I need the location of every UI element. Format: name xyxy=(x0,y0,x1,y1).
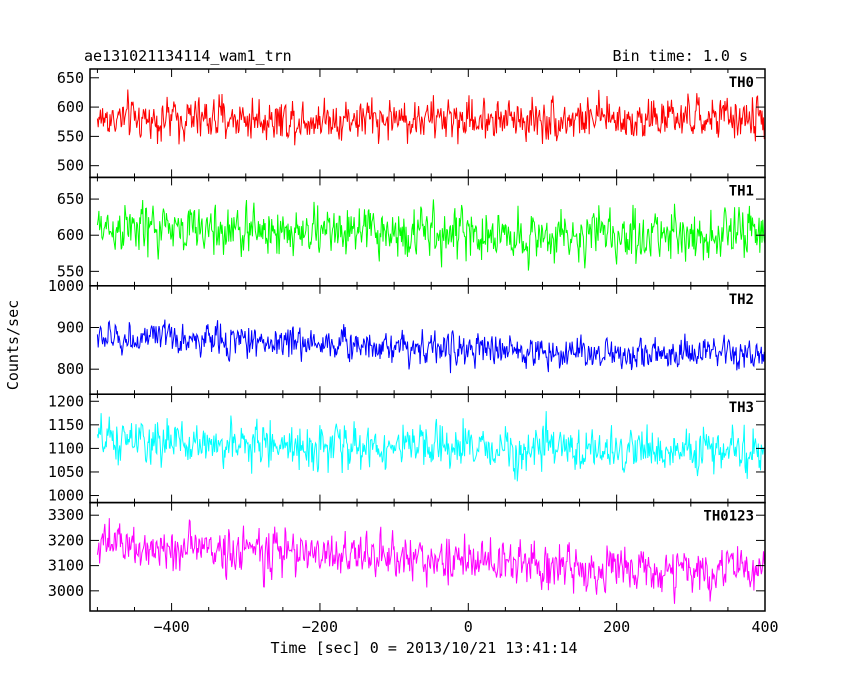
y-tick-label: 3200 xyxy=(48,531,84,549)
y-tick-label: 550 xyxy=(57,262,84,280)
y-tick-label: 1000 xyxy=(48,487,84,505)
x-tick-label: 400 xyxy=(751,618,778,636)
series-th0 xyxy=(96,89,765,146)
x-axis-label: Time [sec] 0 = 2013/10/21 13:41:14 xyxy=(270,639,577,657)
series-th2 xyxy=(96,319,765,374)
y-tick-label: 900 xyxy=(57,318,84,336)
panel-th0: 500 550 600 650 TH0 xyxy=(57,68,766,179)
y-tick-label: 1150 xyxy=(48,416,84,434)
bin-time-label: Bin time: 1.0 s xyxy=(613,47,748,65)
y-tick-label: 600 xyxy=(57,98,84,116)
series-th1 xyxy=(96,199,765,271)
x-tick-label: −200 xyxy=(302,618,338,636)
panel-th2: 800 900 1000 TH2 xyxy=(48,277,766,395)
y-tick-label: 1050 xyxy=(48,463,84,481)
y-tick-label: 500 xyxy=(57,157,84,175)
y-tick-label: 3100 xyxy=(48,557,84,575)
panel-frame xyxy=(89,285,766,395)
y-tick-label: 600 xyxy=(57,226,84,244)
chart-title: ae131021134114_wam1_trn xyxy=(84,47,292,65)
y-tick-label: 1100 xyxy=(48,439,84,457)
panel-label-th2: TH2 xyxy=(729,292,754,308)
x-tick-label: −400 xyxy=(154,618,190,636)
panel-th0123: 3000 3100 3200 3300 TH0123 xyxy=(48,501,766,612)
series-th0123 xyxy=(96,518,765,604)
y-tick-label: 1200 xyxy=(48,392,84,410)
panels-group: 500 550 600 650 TH0 550 600 650 TH1 800 900 1000 TH2… xyxy=(48,68,779,636)
x-tick-label: 200 xyxy=(603,618,630,636)
y-tick-label: 800 xyxy=(57,360,84,378)
panel-label-th0: TH0 xyxy=(729,75,754,91)
panel-th3: 1000 1050 1100 1150 1200 TH3 xyxy=(48,392,766,505)
y-tick-label: 650 xyxy=(57,190,84,208)
panel-frame xyxy=(89,501,766,612)
y-tick-label: 650 xyxy=(57,69,84,87)
y-tick-label: 1000 xyxy=(48,277,84,295)
panel-label-th3: TH3 xyxy=(729,400,754,416)
panel-th1: 550 600 650 TH1 xyxy=(57,176,766,287)
y-axis-label: Counts/sec xyxy=(4,300,22,390)
y-tick-label: 3000 xyxy=(48,582,84,600)
panel-label-th0123: TH0123 xyxy=(703,509,754,525)
series-th3 xyxy=(96,411,765,482)
y-tick-label: 3300 xyxy=(48,506,84,524)
panel-label-th1: TH1 xyxy=(729,183,754,199)
y-tick-label: 550 xyxy=(57,127,84,145)
x-tick-label: 0 xyxy=(464,618,473,636)
